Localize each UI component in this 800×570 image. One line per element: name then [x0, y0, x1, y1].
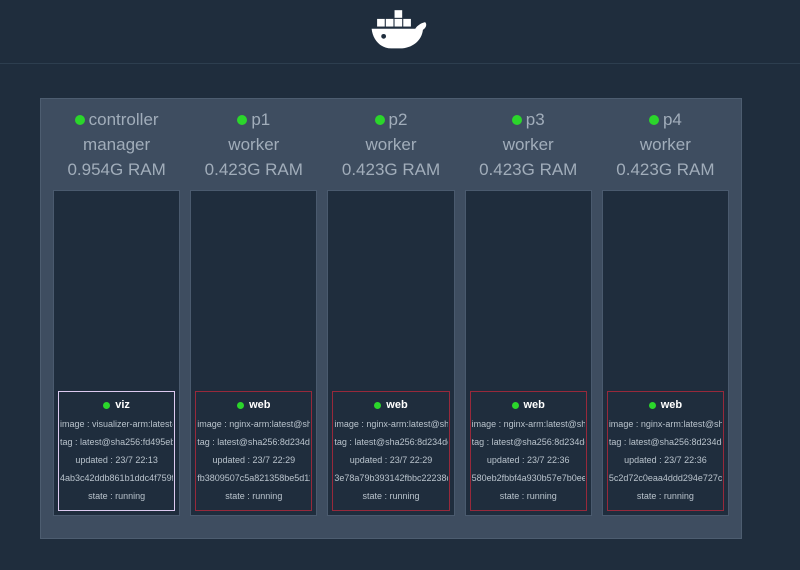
task-image: image : nginx-arm:latest@sha256:8d: [471, 419, 585, 429]
node-name: p1: [251, 110, 271, 129]
task-image: image : nginx-arm:latest@sha256:8d: [608, 419, 723, 429]
task-container-id: 3e78a79b393142fbbc22238d92e570: [334, 473, 447, 483]
node-header: p4 worker 0.423G RAM: [602, 105, 729, 190]
node-role: worker: [365, 135, 417, 154]
node-role: manager: [83, 135, 151, 154]
node-status-dot: [74, 114, 85, 125]
task-status-dot: [511, 401, 519, 409]
node-name: p3: [525, 110, 545, 129]
task-title-line: web: [334, 399, 447, 411]
node-header: controller manager 0.954G RAM: [53, 105, 180, 190]
task-updated: updated : 23/7 22:13: [75, 455, 158, 465]
node-ram: 0.423G RAM: [204, 160, 303, 179]
task-tag: tag : latest@sha256:8d234dec66fc87: [197, 437, 310, 447]
node-tasks-container: web image : nginx-arm:latest@sha256:8d t…: [327, 190, 455, 516]
task-container-id: 5c2d72c0eaa4ddd294e727c3ffce59c: [608, 473, 723, 483]
node-ram: 0.423G RAM: [479, 160, 578, 179]
node-ram: 0.423G RAM: [341, 160, 441, 179]
node-column-p3: p3 worker 0.423G RAM web image : nginx-a…: [464, 105, 592, 516]
task-card: web image : nginx-arm:latest@sha256:8d t…: [195, 391, 313, 511]
task-title: web: [523, 399, 545, 411]
node-status-dot: [648, 114, 659, 125]
task-container-id: 580eb2fbbf4a930b57e7b0eec7709d: [471, 473, 585, 483]
header-bar: [0, 0, 800, 64]
task-card: viz image : visualizer-arm:latest@sha25 …: [58, 391, 176, 511]
node-status-dot: [374, 114, 385, 125]
task-image: image : visualizer-arm:latest@sha25: [60, 419, 173, 429]
task-updated: updated : 23/7 22:36: [486, 455, 570, 465]
node-header: p2 worker 0.423G RAM: [327, 105, 454, 190]
task-tag: tag : latest@sha256:8d234dec66fc87: [471, 437, 585, 447]
task-title-line: web: [197, 399, 310, 411]
task-image: image : nginx-arm:latest@sha256:8d: [334, 419, 448, 429]
node-ram: 0.423G RAM: [616, 160, 715, 179]
docker-whale-icon: [366, 8, 434, 56]
node-name: controller: [88, 110, 159, 129]
node-ram: 0.954G RAM: [67, 160, 166, 179]
task-status-dot: [374, 401, 382, 409]
task-status-dot: [648, 401, 656, 409]
task-updated: updated : 23/7 22:36: [624, 455, 707, 465]
node-tasks-container: web image : nginx-arm:latest@sha256:8d t…: [464, 190, 592, 516]
node-column-controller: controller manager 0.954G RAM viz image …: [53, 105, 181, 516]
node-column-p4: p4 worker 0.423G RAM web image : nginx-a…: [601, 105, 730, 516]
task-title: viz: [115, 399, 130, 411]
node-name-line: p1: [190, 107, 317, 132]
node-tasks-container: web image : nginx-arm:latest@sha256:8d t…: [601, 190, 730, 516]
task-title-line: viz: [60, 399, 173, 411]
node-tasks-container: viz image : visualizer-arm:latest@sha25 …: [53, 190, 181, 516]
node-name-line: p3: [465, 107, 592, 132]
task-title-line: web: [472, 399, 585, 411]
node-header: p1 worker 0.423G RAM: [190, 105, 317, 190]
task-updated: updated : 23/7 22:29: [212, 455, 296, 465]
task-title: web: [660, 399, 683, 411]
task-state: state : running: [362, 491, 420, 501]
task-title: web: [249, 399, 271, 411]
task-state: state : running: [88, 491, 146, 501]
task-image: image : nginx-arm:latest@sha256:8d: [197, 419, 311, 429]
node-role: worker: [228, 135, 280, 154]
task-card: web image : nginx-arm:latest@sha256:8d t…: [469, 391, 587, 511]
node-status-dot: [237, 114, 248, 125]
node-role: worker: [639, 135, 691, 154]
task-card: web image : nginx-arm:latest@sha256:8d t…: [606, 391, 725, 511]
node-tasks-container: web image : nginx-arm:latest@sha256:8d t…: [190, 190, 318, 516]
node-column-p2: p2 worker 0.423G RAM web image : nginx-a…: [327, 105, 455, 516]
node-name: p2: [388, 110, 408, 129]
task-updated: updated : 23/7 22:29: [349, 455, 433, 465]
task-state: state : running: [225, 491, 283, 501]
task-container-id: fb3809507c5a821358be5d11a9c01a: [197, 473, 310, 483]
task-tag: tag : latest@sha256:8d234dec66fc87: [608, 437, 722, 447]
task-status-dot: [103, 401, 111, 409]
task-tag: tag : latest@sha256:8d234dec66fc87: [334, 437, 448, 447]
node-name-line: p2: [327, 107, 454, 132]
task-container-id: 4ab3c42ddb861b1ddc4f759f169a29: [60, 473, 174, 483]
node-column-p1: p1 worker 0.423G RAM web image : nginx-a…: [190, 105, 318, 516]
task-state: state : running: [499, 491, 557, 501]
node-role: worker: [502, 135, 554, 154]
node-name-line: p4: [602, 107, 729, 132]
swarm-panel: controller manager 0.954G RAM viz image …: [40, 98, 742, 539]
task-state: state : running: [636, 491, 694, 501]
task-tag: tag : latest@sha256:fd495ebd25b1a: [60, 437, 174, 447]
node-header: p3 worker 0.423G RAM: [465, 105, 592, 190]
task-status-dot: [237, 401, 245, 409]
task-title: web: [386, 399, 408, 411]
task-title-line: web: [609, 399, 722, 411]
node-status-dot: [511, 114, 522, 125]
task-card: web image : nginx-arm:latest@sha256:8d t…: [332, 391, 450, 511]
node-name: p4: [662, 110, 682, 129]
node-name-line: controller: [53, 107, 180, 132]
